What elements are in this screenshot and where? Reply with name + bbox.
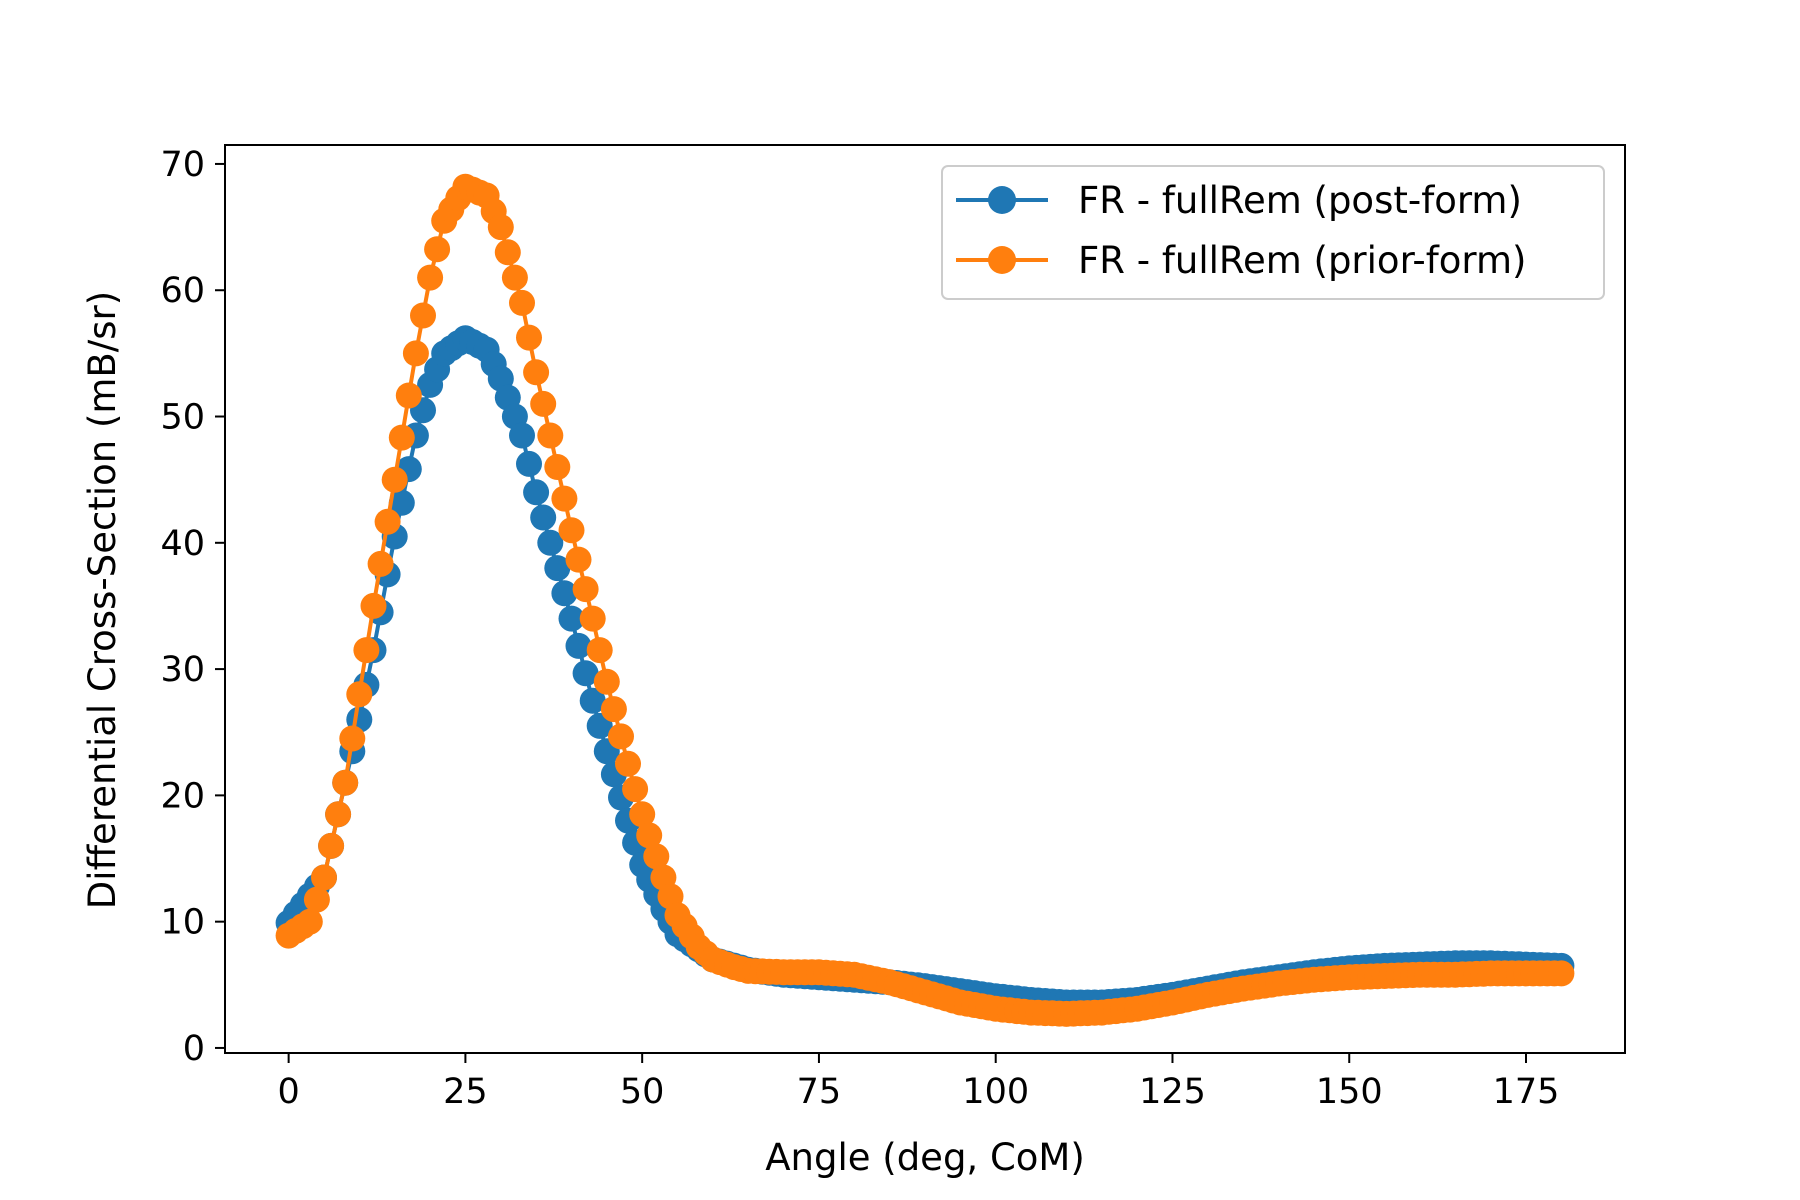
data-point bbox=[374, 508, 401, 535]
legend: FR - fullRem (post-form) FR - fullRem (p… bbox=[941, 165, 1605, 300]
data-point bbox=[565, 546, 592, 573]
data-point bbox=[417, 264, 444, 291]
data-point bbox=[509, 289, 535, 316]
data-point bbox=[622, 776, 649, 803]
data-point bbox=[367, 550, 394, 577]
y-tick-label: 0 bbox=[183, 1029, 205, 1069]
data-point bbox=[579, 687, 606, 714]
data-point bbox=[509, 422, 535, 449]
data-point bbox=[318, 832, 345, 859]
data-point bbox=[586, 637, 613, 664]
series-prior-form bbox=[275, 173, 1575, 1027]
data-point bbox=[565, 632, 592, 659]
y-tick-label: 70 bbox=[160, 145, 205, 185]
data-point bbox=[593, 668, 620, 695]
data-point bbox=[494, 239, 521, 266]
y-axis: 0 10 20 30 40 50 60 70 bbox=[160, 145, 225, 1069]
y-tick-label: 30 bbox=[160, 650, 205, 690]
data-point bbox=[424, 236, 451, 263]
data-point bbox=[643, 843, 670, 870]
data-point bbox=[551, 485, 578, 512]
x-tick-label: 175 bbox=[1493, 1072, 1560, 1112]
data-point bbox=[388, 424, 415, 451]
x-tick-label: 150 bbox=[1316, 1072, 1383, 1112]
x-axis-label: Angle (deg, CoM) bbox=[765, 1136, 1085, 1179]
data-point bbox=[303, 886, 330, 913]
data-point bbox=[353, 637, 380, 664]
data-point bbox=[395, 382, 422, 409]
data-point bbox=[551, 580, 578, 607]
data-point bbox=[608, 723, 634, 750]
legend-marker-post-form bbox=[988, 186, 1016, 214]
data-point bbox=[388, 489, 415, 516]
data-point bbox=[402, 340, 429, 367]
y-tick-label: 60 bbox=[160, 271, 205, 311]
x-tick-label: 75 bbox=[797, 1072, 842, 1112]
data-point bbox=[296, 908, 323, 935]
series-layer bbox=[275, 173, 1575, 1027]
x-tick-label: 125 bbox=[1139, 1072, 1206, 1112]
data-point bbox=[537, 422, 564, 449]
y-tick-label: 50 bbox=[160, 398, 205, 438]
data-point bbox=[544, 454, 571, 480]
y-axis-label: Differential Cross-Section (mB/sr) bbox=[81, 291, 124, 909]
legend-label-prior-form: FR - fullRem (prior-form) bbox=[1078, 239, 1526, 282]
y-tick-label: 10 bbox=[160, 903, 205, 943]
data-point bbox=[523, 479, 550, 506]
data-point bbox=[516, 450, 542, 477]
data-point bbox=[629, 801, 656, 828]
data-point bbox=[332, 769, 359, 796]
data-point bbox=[572, 576, 599, 603]
legend-marker-prior-form bbox=[988, 246, 1016, 274]
data-point bbox=[636, 822, 663, 849]
x-tick-label: 100 bbox=[962, 1072, 1029, 1112]
data-point bbox=[523, 359, 550, 386]
data-point bbox=[1548, 960, 1575, 987]
x-tick-label: 0 bbox=[277, 1072, 299, 1112]
data-point bbox=[325, 801, 352, 828]
data-point bbox=[381, 466, 408, 493]
data-point bbox=[572, 660, 599, 687]
data-point bbox=[530, 504, 557, 531]
data-point bbox=[558, 605, 585, 632]
data-point bbox=[558, 517, 585, 544]
legend-frame bbox=[941, 165, 1605, 300]
legend-label-post-form: FR - fullRem (post-form) bbox=[1078, 179, 1522, 222]
axes-frame bbox=[224, 144, 1626, 1054]
y-tick-label: 40 bbox=[160, 524, 205, 564]
data-point bbox=[537, 529, 564, 556]
data-point bbox=[579, 605, 606, 632]
data-point bbox=[410, 302, 436, 329]
data-point bbox=[487, 214, 514, 241]
x-tick-label: 25 bbox=[443, 1072, 488, 1112]
y-tick-label: 20 bbox=[160, 776, 205, 816]
axes-layer bbox=[224, 144, 1626, 1054]
data-point bbox=[516, 324, 542, 351]
x-tick-label: 50 bbox=[620, 1072, 665, 1112]
x-axis: 0 25 50 75 100 125 150 175 bbox=[277, 1053, 1559, 1112]
data-point bbox=[311, 864, 337, 891]
data-point bbox=[346, 681, 373, 708]
data-point bbox=[530, 390, 557, 417]
data-point bbox=[360, 592, 387, 619]
data-point bbox=[544, 555, 571, 582]
data-point bbox=[615, 750, 641, 777]
data-point bbox=[501, 264, 528, 291]
data-point bbox=[600, 696, 627, 723]
data-point bbox=[339, 725, 366, 752]
